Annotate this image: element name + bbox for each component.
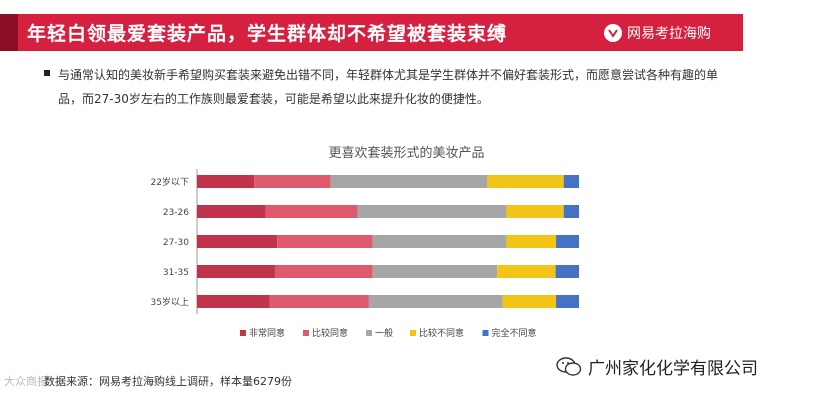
bar-segment [197, 175, 255, 188]
bar-segment [556, 295, 579, 308]
brand: 网易考拉海购 [604, 23, 711, 43]
watermark-right: 广州家化化学有限公司 [556, 354, 758, 379]
legend-swatch [482, 330, 489, 336]
legend-swatch [303, 330, 309, 336]
y-tick-label: 35岁以上 [151, 296, 189, 308]
watermark-company: 广州家化化学有限公司 [588, 359, 758, 379]
bar-segment [563, 205, 579, 218]
legend-swatch [410, 330, 416, 336]
bar-segment [197, 295, 270, 308]
legend-label: 非常同意 [249, 327, 285, 339]
bar-segment [277, 235, 373, 248]
bar-segment [197, 265, 275, 278]
bullet-icon [44, 70, 50, 76]
bar-segment [368, 295, 503, 308]
y-tick-label: 22岁以下 [151, 176, 189, 188]
page-title: 年轻白领最爱套装产品，学生群体却不希望被套装束缚 [27, 23, 508, 45]
watermark-left: 大众商报 [4, 375, 48, 388]
bar-segment [497, 265, 556, 278]
legend-label: 一般 [375, 327, 393, 339]
bar-segment [197, 235, 278, 248]
bar-segment [330, 175, 488, 188]
bar-segment [274, 265, 373, 278]
legend-label: 完全不同意 [492, 327, 537, 339]
bar-segment [197, 205, 266, 218]
brand-logo-icon [604, 24, 622, 42]
bar-segment [269, 295, 369, 308]
bar-segment [357, 205, 507, 218]
header-accent-bar [0, 14, 18, 51]
bar-segment [254, 175, 331, 188]
bar-segment [555, 265, 579, 278]
legend-swatch [240, 330, 246, 336]
brand-name: 网易考拉海购 [627, 26, 711, 42]
y-tick-label: 27-30 [163, 238, 189, 248]
bar-segment [372, 235, 507, 248]
legend-label: 比较同意 [312, 327, 348, 339]
legend-label: 比较不同意 [419, 327, 464, 339]
bar-segment [563, 175, 579, 188]
description-text: 与通常认知的美妆新手希望购买套装来避免出错不同，年轻群体尤其是学生群体并不偏好套… [58, 68, 719, 106]
bar-segment [506, 205, 564, 218]
legend-swatch [366, 330, 372, 336]
bar-segment [556, 235, 579, 248]
bar-segment [372, 265, 498, 278]
data-source: 数据来源：网易考拉海购线上调研，样本量6279份 [44, 375, 292, 388]
wechat-icon [556, 356, 582, 378]
y-tick-label: 23-26 [163, 208, 189, 218]
header-banner: 年轻白领最爱套装产品，学生群体却不希望被套装束缚 网易考拉海购 [0, 14, 743, 51]
bar-segment [506, 235, 557, 248]
bar-segment [265, 205, 358, 218]
bar-segment [487, 175, 564, 188]
chart-title: 更喜欢套装形式的美妆产品 [328, 146, 485, 161]
y-tick-label: 31-35 [163, 268, 189, 278]
bar-segment [502, 295, 557, 308]
